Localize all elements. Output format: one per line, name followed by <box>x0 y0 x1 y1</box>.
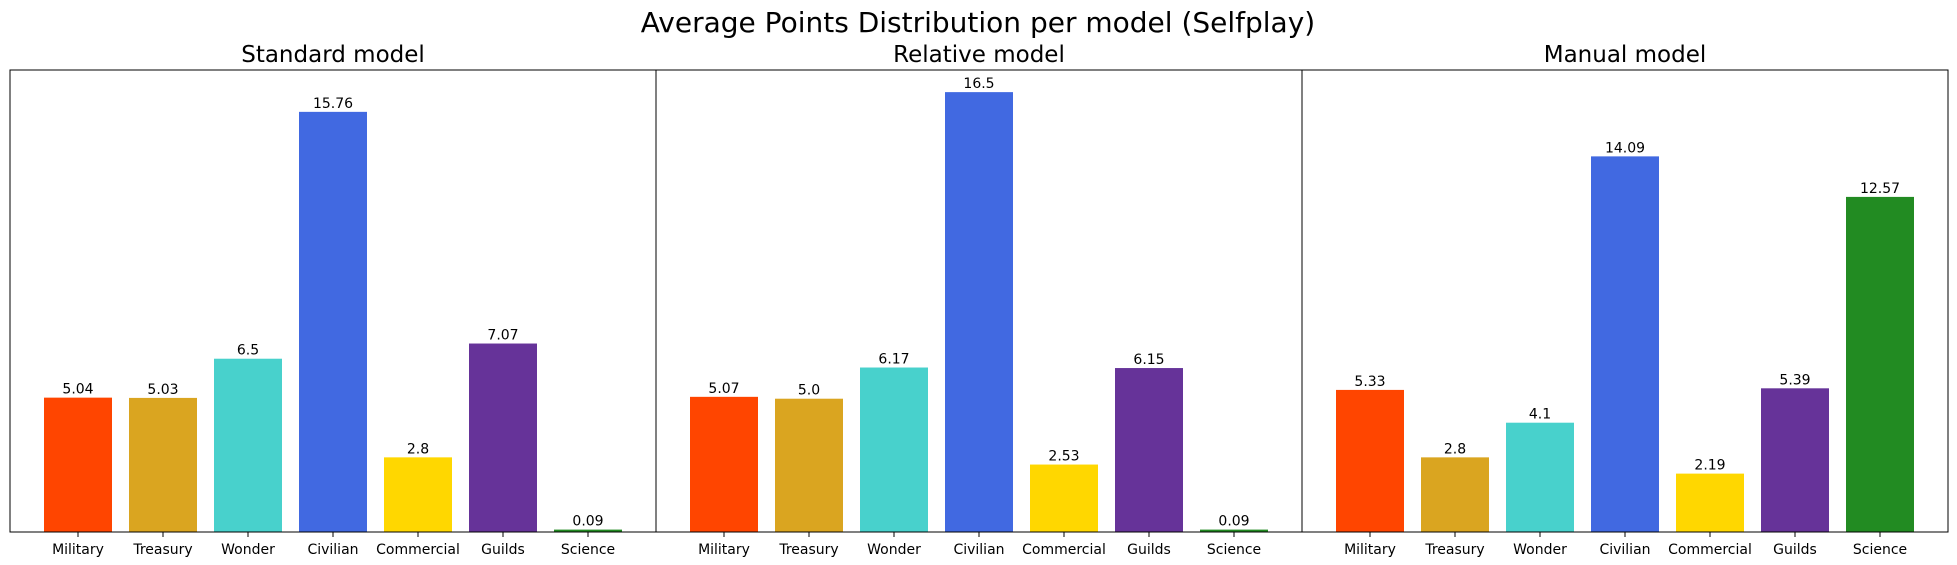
bar-value-label: 2.8 <box>1444 441 1466 457</box>
bar-military <box>44 397 112 532</box>
x-tick-label: Civilian <box>1599 542 1650 558</box>
bar-civilian <box>299 111 367 532</box>
bar-value-label: 0.09 <box>572 514 603 530</box>
x-tick-label: Treasury <box>1424 542 1484 558</box>
bar-wonder <box>1506 422 1574 532</box>
panel-title: Relative model <box>893 42 1065 68</box>
x-tick-label: Civilian <box>953 542 1004 558</box>
bar-value-label: 6.15 <box>1133 352 1164 368</box>
bar-value-label: 12.57 <box>1860 181 1900 197</box>
bar-science <box>1200 529 1268 532</box>
bar-value-label: 16.5 <box>963 76 994 92</box>
bar-value-label: 2.53 <box>1048 449 1079 465</box>
bar-military <box>1336 389 1404 532</box>
x-tick-label: Military <box>52 542 104 558</box>
bar-value-label: 4.1 <box>1529 407 1551 423</box>
x-tick-label: Guilds <box>1127 542 1171 558</box>
x-tick-label: Military <box>1344 542 1396 558</box>
bar-guilds <box>469 343 537 532</box>
bar-value-label: 5.33 <box>1354 374 1385 390</box>
x-tick-label: Treasury <box>778 542 838 558</box>
bar-wonder <box>214 358 282 532</box>
bar-value-label: 5.0 <box>798 383 820 399</box>
bar-commercial <box>1030 464 1098 532</box>
bar-value-label: 2.19 <box>1694 458 1725 474</box>
axes-frame <box>1301 69 1949 533</box>
bar-civilian <box>945 92 1013 532</box>
bar-value-label: 5.04 <box>62 382 93 398</box>
x-tick-label: Science <box>1853 542 1907 558</box>
x-tick-label: Treasury <box>132 542 192 558</box>
bar-treasury <box>129 397 197 532</box>
bar-science <box>554 529 622 532</box>
x-tick-label: Commercial <box>1668 542 1752 558</box>
bar-value-label: 5.39 <box>1779 372 1810 388</box>
x-tick-label: Science <box>561 542 615 558</box>
x-tick-label: Science <box>1207 542 1261 558</box>
x-tick-label: Military <box>698 542 750 558</box>
bar-guilds <box>1761 388 1829 532</box>
bar-value-label: 7.07 <box>487 328 518 344</box>
bar-wonder <box>860 367 928 532</box>
bar-value-label: 15.76 <box>313 96 353 112</box>
bar-treasury <box>1421 457 1489 532</box>
figure-title: Average Points Distribution per model (S… <box>641 6 1315 39</box>
bar-value-label: 5.07 <box>708 381 739 397</box>
panel-title: Standard model <box>241 42 425 68</box>
x-tick-label: Commercial <box>376 542 460 558</box>
bar-commercial <box>384 457 452 532</box>
x-tick-label: Wonder <box>867 542 921 558</box>
x-tick-label: Commercial <box>1022 542 1106 558</box>
bar-value-label: 14.09 <box>1605 140 1645 156</box>
bar-science <box>1846 196 1914 532</box>
chart-panels: Standard model 5.04 Military 5.03 Treasury 6.… <box>9 42 1949 558</box>
bar-guilds <box>1115 368 1183 532</box>
panel-title: Manual model <box>1544 42 1707 68</box>
chart-panel-2: Relative model 5.07 Military 5.0 Treasury 6.1… <box>655 42 1303 558</box>
x-tick-label: Guilds <box>481 542 525 558</box>
bar-value-label: 5.03 <box>147 382 178 398</box>
bar-value-label: 6.17 <box>878 352 909 368</box>
bar-treasury <box>775 398 843 532</box>
x-tick-label: Wonder <box>221 542 275 558</box>
bar-value-label: 0.09 <box>1218 514 1249 530</box>
chart-panel-1: Standard model 5.04 Military 5.03 Treasury 6.… <box>9 42 657 558</box>
chart-panel-3: Manual model 5.33 Military 2.8 Treasury 4.1 Wo… <box>1301 42 1949 558</box>
bar-commercial <box>1676 473 1744 532</box>
x-tick-label: Guilds <box>1773 542 1817 558</box>
bar-military <box>690 396 758 532</box>
x-tick-label: Wonder <box>1513 542 1567 558</box>
bar-value-label: 2.8 <box>407 441 429 457</box>
bar-civilian <box>1591 156 1659 533</box>
x-tick-label: Civilian <box>307 542 358 558</box>
bar-value-label: 6.5 <box>237 343 259 359</box>
